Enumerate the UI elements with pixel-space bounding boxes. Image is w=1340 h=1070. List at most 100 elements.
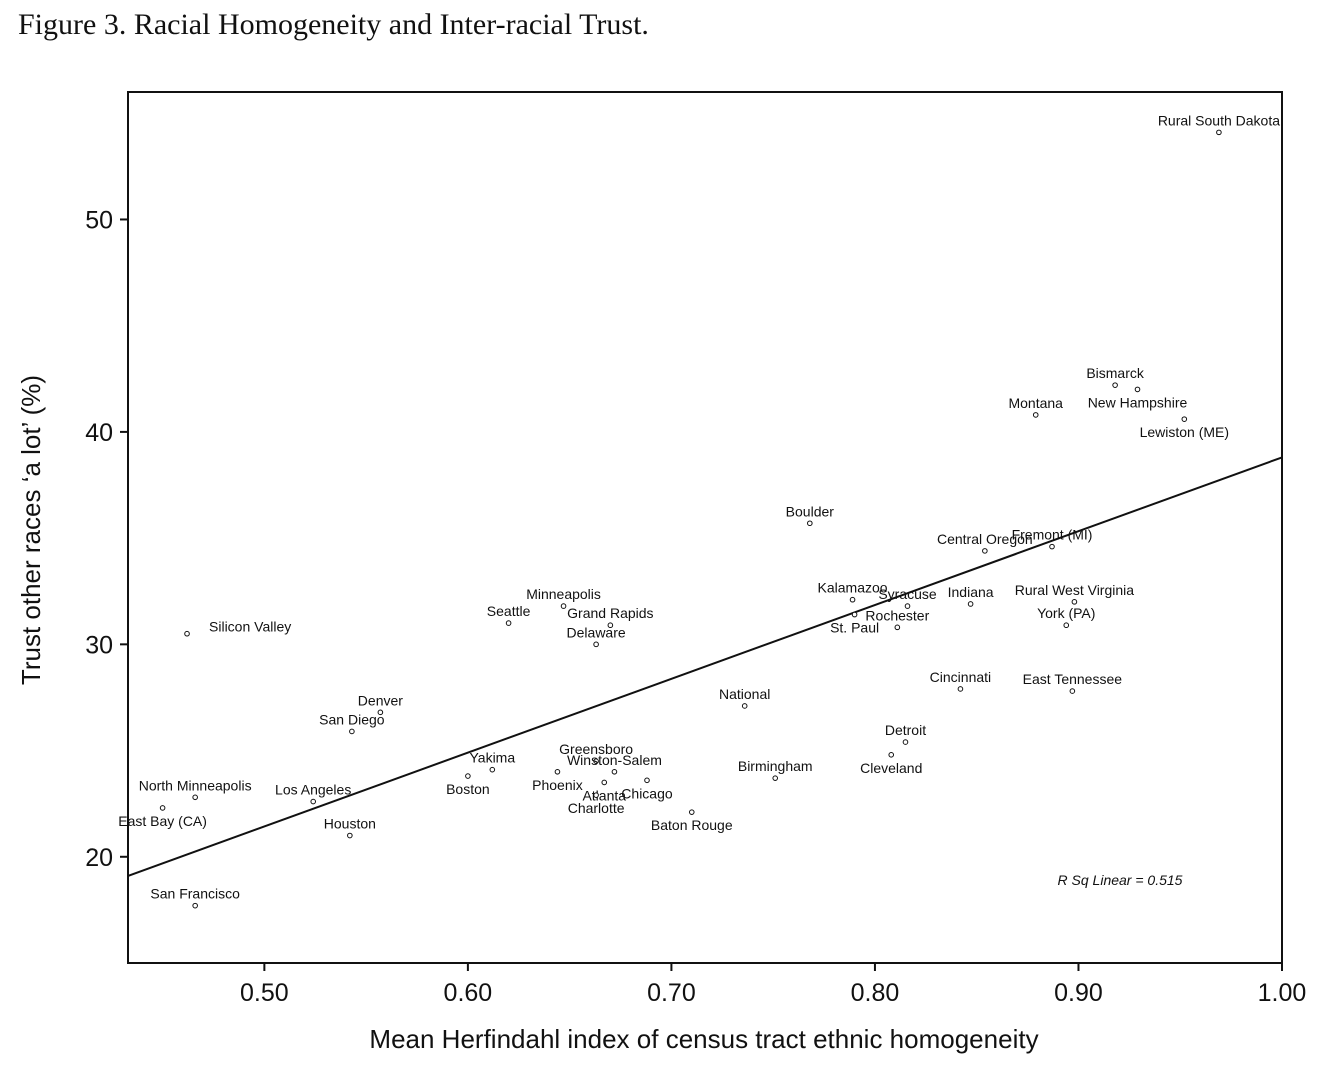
x-tick-label: 1.00 bbox=[1258, 979, 1307, 1007]
data-point-label: Grand Rapids bbox=[567, 605, 653, 621]
data-point bbox=[1071, 599, 1078, 605]
y-axis: 20 30 40 50 bbox=[85, 206, 128, 872]
data-point bbox=[607, 622, 614, 629]
data-point bbox=[505, 620, 512, 626]
plot-frame bbox=[127, 91, 1283, 964]
data-point-label: Birmingham bbox=[738, 758, 813, 774]
x-axis: 0.50 0.60 0.70 0.80 0.90 1.00 bbox=[240, 963, 1306, 1007]
data-point-label: Indiana bbox=[948, 584, 994, 600]
data-point bbox=[957, 686, 964, 692]
data-point-label: San Diego bbox=[319, 711, 385, 727]
data-point-label: Fremont (MI) bbox=[1012, 527, 1093, 543]
data-point-label: Cincinnati bbox=[930, 669, 991, 685]
data-point-label: San Francisco bbox=[150, 886, 240, 902]
data-point-label: Central Oregon bbox=[937, 531, 1033, 547]
data-point-label: Delaware bbox=[567, 624, 626, 640]
data-points: Rural South Dakota Bismarck New Hampshire M… bbox=[118, 112, 1280, 909]
data-point bbox=[772, 775, 779, 781]
data-point bbox=[192, 794, 198, 801]
data-point-label: Charlotte bbox=[568, 800, 625, 816]
data-point bbox=[159, 805, 166, 811]
data-point-label: Montana bbox=[1008, 395, 1063, 411]
x-tick-label: 0.60 bbox=[444, 979, 493, 1007]
data-point-label: Yakima bbox=[469, 750, 515, 766]
data-point bbox=[184, 630, 190, 637]
data-point bbox=[1032, 412, 1039, 418]
data-point-label: Seattle bbox=[487, 603, 531, 619]
data-point-label: Rural West Virginia bbox=[1015, 582, 1135, 598]
data-point-label: Syracuse bbox=[878, 586, 937, 602]
data-point bbox=[1216, 129, 1222, 136]
data-point bbox=[347, 832, 353, 839]
data-point bbox=[560, 603, 567, 609]
data-point-label: Denver bbox=[358, 692, 403, 708]
data-point-label: St. Paul bbox=[830, 620, 879, 636]
data-point bbox=[904, 603, 911, 609]
y-tick-label: 20 bbox=[85, 844, 113, 872]
data-point-label: East Bay (CA) bbox=[118, 813, 207, 829]
data-point bbox=[1069, 688, 1076, 694]
data-point bbox=[611, 769, 618, 775]
data-point bbox=[310, 798, 317, 805]
data-point bbox=[688, 809, 695, 815]
data-point bbox=[849, 596, 856, 603]
data-point bbox=[1049, 543, 1055, 550]
data-point bbox=[1112, 382, 1118, 388]
data-point-label: North Minneapolis bbox=[139, 777, 252, 793]
data-point-label: Winston-Salem bbox=[567, 752, 662, 768]
data-point-label: Greensboro bbox=[559, 741, 633, 757]
data-point bbox=[192, 902, 198, 909]
data-point bbox=[377, 709, 384, 716]
data-point-label: Rural South Dakota bbox=[1158, 112, 1280, 128]
data-point-label: Boston bbox=[446, 781, 490, 797]
data-point bbox=[554, 769, 561, 775]
data-point-label: Boulder bbox=[786, 503, 835, 519]
data-point-label: New Hampshire bbox=[1088, 394, 1188, 410]
data-point bbox=[601, 779, 608, 786]
data-point bbox=[894, 624, 901, 631]
data-point-label: Minneapolis bbox=[526, 586, 601, 602]
data-point-label: Houston bbox=[324, 816, 376, 832]
y-tick-label: 50 bbox=[85, 206, 113, 234]
x-tick-label: 0.50 bbox=[240, 979, 289, 1007]
data-point-label: York (PA) bbox=[1037, 605, 1095, 621]
data-point bbox=[967, 601, 974, 607]
x-tick-label: 0.90 bbox=[1054, 979, 1103, 1007]
fit-line bbox=[127, 456, 1283, 877]
x-tick-label: 0.80 bbox=[851, 979, 900, 1007]
data-point bbox=[851, 611, 858, 618]
x-axis-title: Mean Herfindahl index of census tract et… bbox=[369, 1024, 1038, 1054]
data-point bbox=[982, 548, 988, 554]
x-tick-label: 0.70 bbox=[647, 979, 696, 1007]
data-point-label: Rochester bbox=[865, 607, 929, 623]
data-point bbox=[593, 758, 599, 764]
data-point-label: Los Angeles bbox=[275, 782, 351, 798]
data-point bbox=[349, 728, 355, 735]
data-point-label: Silicon Valley bbox=[209, 619, 291, 635]
data-point bbox=[807, 520, 813, 527]
data-point bbox=[888, 752, 895, 758]
data-point bbox=[741, 703, 748, 709]
data-point bbox=[465, 773, 471, 779]
data-point-label: Bismarck bbox=[1086, 365, 1145, 381]
data-point bbox=[1063, 622, 1070, 629]
data-point-label: East Tennessee bbox=[1023, 671, 1123, 687]
data-point-label: Phoenix bbox=[532, 777, 583, 793]
r-squared-annotation: R Sq Linear = 0.515 bbox=[1058, 872, 1183, 888]
data-point-label: Lewiston (ME) bbox=[1140, 424, 1229, 440]
data-point bbox=[644, 777, 650, 784]
y-axis-title: Trust other races ‘a lot’ (%) bbox=[16, 375, 46, 685]
data-point bbox=[902, 739, 909, 745]
y-tick-label: 40 bbox=[85, 419, 113, 447]
data-point-label: Cleveland bbox=[860, 760, 922, 776]
data-point-label: Baton Rouge bbox=[651, 817, 733, 833]
data-point bbox=[1134, 386, 1141, 393]
data-point bbox=[489, 766, 496, 773]
data-point-label: National bbox=[719, 686, 770, 702]
data-point bbox=[593, 792, 599, 798]
data-point bbox=[593, 641, 599, 648]
figure-title: Figure 3. Racial Homogeneity and Inter-r… bbox=[18, 8, 649, 41]
data-point bbox=[1181, 416, 1188, 422]
data-point-label: Kalamazoo bbox=[818, 580, 888, 596]
